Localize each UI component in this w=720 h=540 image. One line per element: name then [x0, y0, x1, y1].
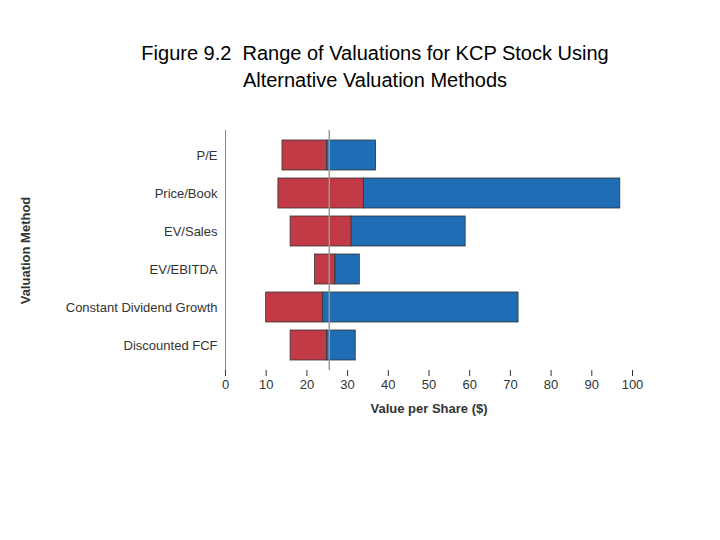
- svg-text:EV/EBITDA: EV/EBITDA: [150, 262, 218, 277]
- svg-text:Discounted FCF: Discounted FCF: [124, 338, 218, 353]
- svg-text:60: 60: [462, 377, 476, 392]
- svg-text:30: 30: [340, 377, 354, 392]
- svg-text:0: 0: [222, 377, 229, 392]
- html-text:Figure 9.2 Range of Valuations: Figure 9.2 Range of Valuations for KCP S…: [141, 42, 614, 91]
- svg-text:Value per Share ($): Value per Share ($): [370, 401, 487, 416]
- svg-text:Valuation Method: Valuation Method: [18, 197, 33, 305]
- svg-text:Constant Dividend Growth: Constant Dividend Growth: [66, 300, 218, 315]
- svg-text:Price/Book: Price/Book: [155, 186, 218, 201]
- svg-text:P/E: P/E: [197, 148, 218, 163]
- svg-text:EV/Sales: EV/Sales: [164, 224, 218, 239]
- svg-text:40: 40: [381, 377, 395, 392]
- svg-text:100: 100: [622, 377, 644, 392]
- svg-text:80: 80: [544, 377, 558, 392]
- svg-text:90: 90: [585, 377, 599, 392]
- svg-text:20: 20: [300, 377, 314, 392]
- svg-text:10: 10: [259, 377, 273, 392]
- svg-text:70: 70: [503, 377, 517, 392]
- svg-text:50: 50: [422, 377, 436, 392]
